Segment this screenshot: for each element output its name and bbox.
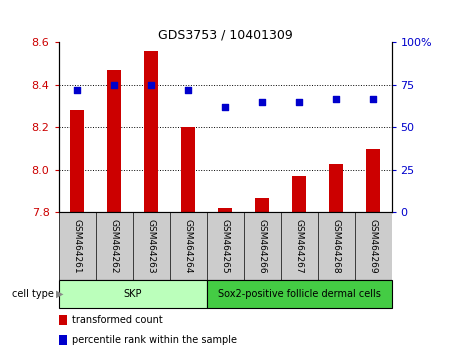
Point: [73, 87, 81, 93]
Point: [148, 82, 155, 88]
Text: GSM464267: GSM464267: [294, 219, 303, 273]
Bar: [70, 110, 85, 212]
Point: [110, 82, 117, 88]
Bar: [58, 335, 67, 345]
Point: [221, 104, 229, 110]
Bar: [207, 280, 392, 308]
Bar: [255, 198, 270, 212]
Text: GSM464263: GSM464263: [147, 219, 156, 273]
Text: GSM464269: GSM464269: [369, 219, 378, 273]
Bar: [58, 315, 67, 325]
Point: [258, 99, 265, 105]
Bar: [144, 51, 158, 212]
Bar: [328, 164, 343, 212]
Text: GSM464266: GSM464266: [257, 219, 266, 273]
Text: Sox2-positive follicle dermal cells: Sox2-positive follicle dermal cells: [217, 289, 380, 299]
Text: cell type: cell type: [12, 289, 54, 299]
Point: [333, 96, 340, 101]
Point: [184, 87, 192, 93]
Text: GSM464265: GSM464265: [220, 219, 230, 273]
Point: [295, 99, 302, 105]
Text: ▶: ▶: [56, 289, 64, 299]
Bar: [180, 127, 195, 212]
Text: percentile rank within the sample: percentile rank within the sample: [72, 335, 237, 345]
Text: GSM464262: GSM464262: [109, 219, 118, 273]
Title: GDS3753 / 10401309: GDS3753 / 10401309: [158, 28, 292, 41]
Bar: [218, 208, 232, 212]
Point: [369, 96, 377, 101]
Text: SKP: SKP: [123, 289, 142, 299]
Bar: [292, 176, 306, 212]
Bar: [58, 280, 207, 308]
Text: GSM464264: GSM464264: [184, 219, 193, 273]
Text: GSM464268: GSM464268: [332, 219, 341, 273]
Text: GSM464261: GSM464261: [72, 219, 81, 273]
Bar: [365, 149, 380, 212]
Text: transformed count: transformed count: [72, 315, 162, 325]
Bar: [107, 70, 122, 212]
